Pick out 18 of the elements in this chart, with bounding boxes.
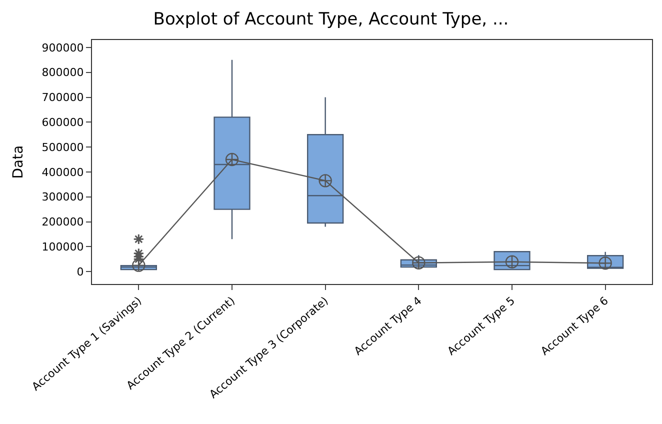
y-tick-label: 100000 xyxy=(42,240,84,254)
chart-title: Boxplot of Account Type, Account Type, ... xyxy=(153,10,509,30)
y-tick-label: 0 xyxy=(76,265,84,278)
y-tick-label: 500000 xyxy=(42,140,84,154)
y-tick-label: 800000 xyxy=(42,66,84,80)
y-axis-title: Data xyxy=(10,145,26,179)
point xyxy=(318,174,332,188)
y-tick-label: 200000 xyxy=(42,216,84,229)
y-tick-label: 400000 xyxy=(42,166,84,179)
y-tick-label: 300000 xyxy=(42,190,84,204)
y-tick-label: 600000 xyxy=(42,116,84,130)
point xyxy=(412,256,426,270)
y-tick-label: 700000 xyxy=(42,91,84,104)
y-tick-label: 900000 xyxy=(42,41,84,54)
point xyxy=(598,256,612,270)
point xyxy=(132,258,146,272)
point xyxy=(505,255,519,268)
point xyxy=(225,152,239,166)
